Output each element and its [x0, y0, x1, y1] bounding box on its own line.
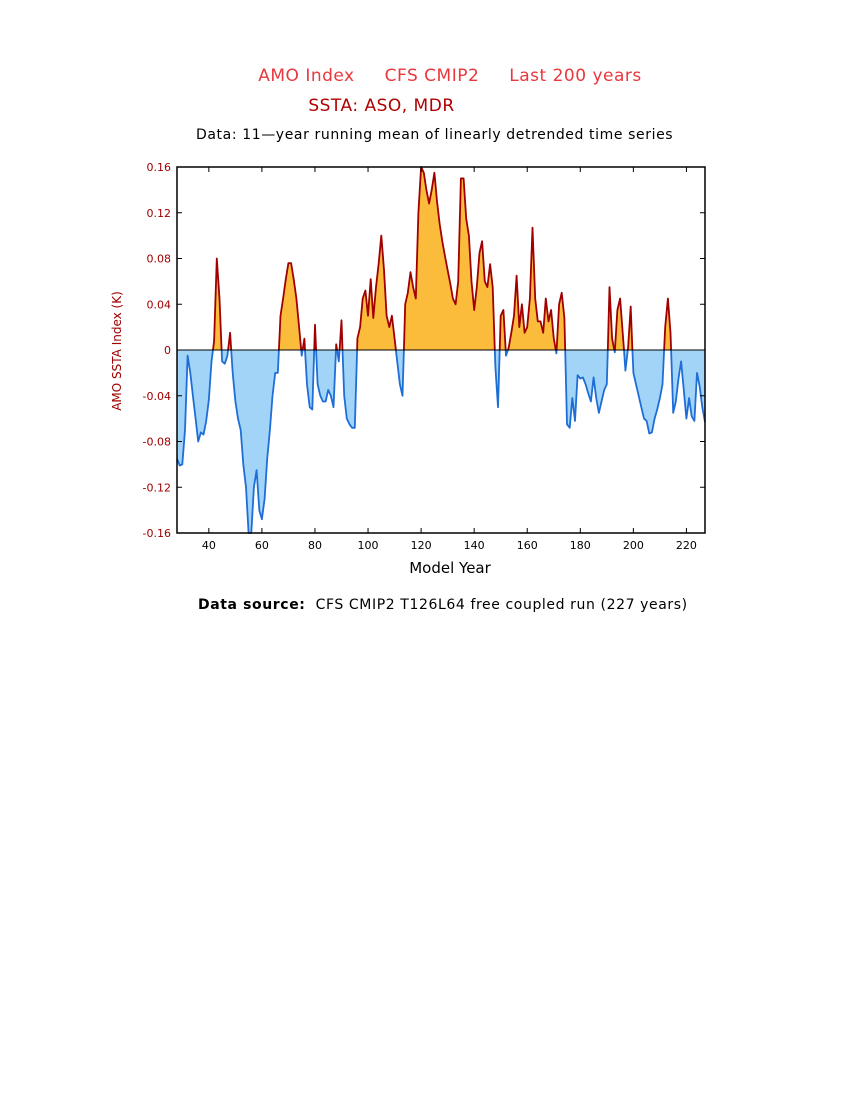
- chart-subtitle: Data: 11—year running mean of linearly d…: [196, 127, 674, 143]
- x-tick-label: 40: [202, 539, 216, 552]
- negative-line-24: [564, 349, 609, 429]
- negative-line-8: [304, 349, 316, 411]
- positive-line-25: [606, 286, 616, 351]
- positive-line-19: [498, 309, 507, 351]
- positive-line-23: [555, 291, 567, 351]
- chart-svg: 0.16 0.12 0.08 0.04 0 -0.04 -0.08 -0.12 -0.16 40…: [110, 161, 706, 577]
- x-tick-label: 120: [411, 539, 432, 552]
- negative-line-18: [493, 349, 501, 409]
- y-tick-label: 0.04: [147, 298, 172, 311]
- negative-line-32: [670, 349, 706, 423]
- data-source-note: Data source: CFS CMIP2 T126L64 free coup…: [198, 597, 688, 613]
- positive-area-21: [507, 227, 556, 350]
- title-part-2: CFS CMIP2: [384, 66, 480, 86]
- y-axis-label: AMO SSTA Index (K): [110, 291, 124, 411]
- x-tick-label: 80: [308, 539, 322, 552]
- x-tick-label: 180: [570, 539, 591, 552]
- positive-area-15: [357, 235, 396, 350]
- negative-line-22: [554, 349, 558, 355]
- x-tick-label: 200: [623, 539, 644, 552]
- negative-line-0: [176, 349, 214, 467]
- chart-title: AMO Index CFS CMIP2 Last 200 years: [0, 66, 850, 86]
- positive-line-11: [335, 343, 338, 351]
- positive-line-9: [313, 323, 317, 351]
- negative-line-20: [504, 349, 509, 357]
- y-tick-label: 0.16: [147, 161, 172, 174]
- positive-area-31: [664, 298, 672, 350]
- series-lines: [176, 166, 706, 534]
- negative-line-2: [220, 349, 229, 365]
- positive-line-31: [663, 297, 672, 351]
- title-part-1: AMO Index: [258, 66, 355, 86]
- positive-line-27: [614, 297, 625, 351]
- negative-area-24: [565, 350, 608, 428]
- positive-area-27: [614, 298, 624, 350]
- negative-area-2: [221, 350, 229, 364]
- x-tick-label: 160: [517, 539, 538, 552]
- positive-line-5: [278, 262, 303, 351]
- x-tick-label: 220: [676, 539, 697, 552]
- positive-line-13: [338, 319, 344, 351]
- y-tick-label: -0.16: [143, 527, 171, 540]
- title-part-3: Last 200 years: [509, 66, 642, 86]
- x-axis-label: Model Year: [409, 559, 491, 577]
- negative-line-26: [613, 349, 616, 354]
- x-tick-label: 140: [464, 539, 485, 552]
- y-tick-label: 0.08: [147, 253, 172, 266]
- negative-area-10: [316, 350, 336, 408]
- positive-line-15: [356, 234, 397, 351]
- y-tick-label: -0.04: [143, 390, 171, 403]
- area-fills: [177, 167, 705, 533]
- negative-line-4: [230, 349, 280, 534]
- positive-line-21: [507, 226, 557, 351]
- positive-area-5: [278, 263, 302, 350]
- positive-line-7: [301, 337, 306, 351]
- y-tick-label: -0.08: [143, 436, 171, 449]
- negative-area-4: [231, 350, 279, 533]
- negative-line-30: [631, 349, 665, 435]
- x-tick-label: 100: [358, 539, 379, 552]
- negative-line-14: [341, 349, 358, 429]
- negative-line-12: [336, 349, 341, 363]
- x-axis-ticks: 40 60 80 100 120 140 160 180 200 220: [202, 167, 697, 552]
- positive-line-17: [403, 166, 496, 351]
- data-source-label: Data source:: [198, 597, 306, 613]
- positive-area-17: [403, 167, 495, 350]
- positive-line-1: [212, 257, 223, 351]
- data-source-text: CFS CMIP2 T126L64 free coupled run (227 …: [315, 597, 688, 613]
- negative-line-16: [395, 349, 405, 397]
- y-tick-label: 0: [164, 344, 171, 357]
- positive-line-3: [227, 331, 233, 351]
- y-tick-label: -0.12: [143, 481, 171, 494]
- negative-line-28: [623, 349, 629, 372]
- chart-title-line2: SSTA: ASO, MDR: [308, 96, 455, 116]
- x-tick-label: 60: [255, 539, 269, 552]
- positive-line-29: [626, 305, 634, 351]
- negative-line-6: [300, 349, 304, 357]
- y-tick-label: 0.12: [147, 207, 172, 220]
- negative-line-10: [315, 349, 337, 409]
- y-axis-ticks: 0.16 0.12 0.08 0.04 0 -0.04 -0.08 -0.12 -0.16: [143, 161, 705, 540]
